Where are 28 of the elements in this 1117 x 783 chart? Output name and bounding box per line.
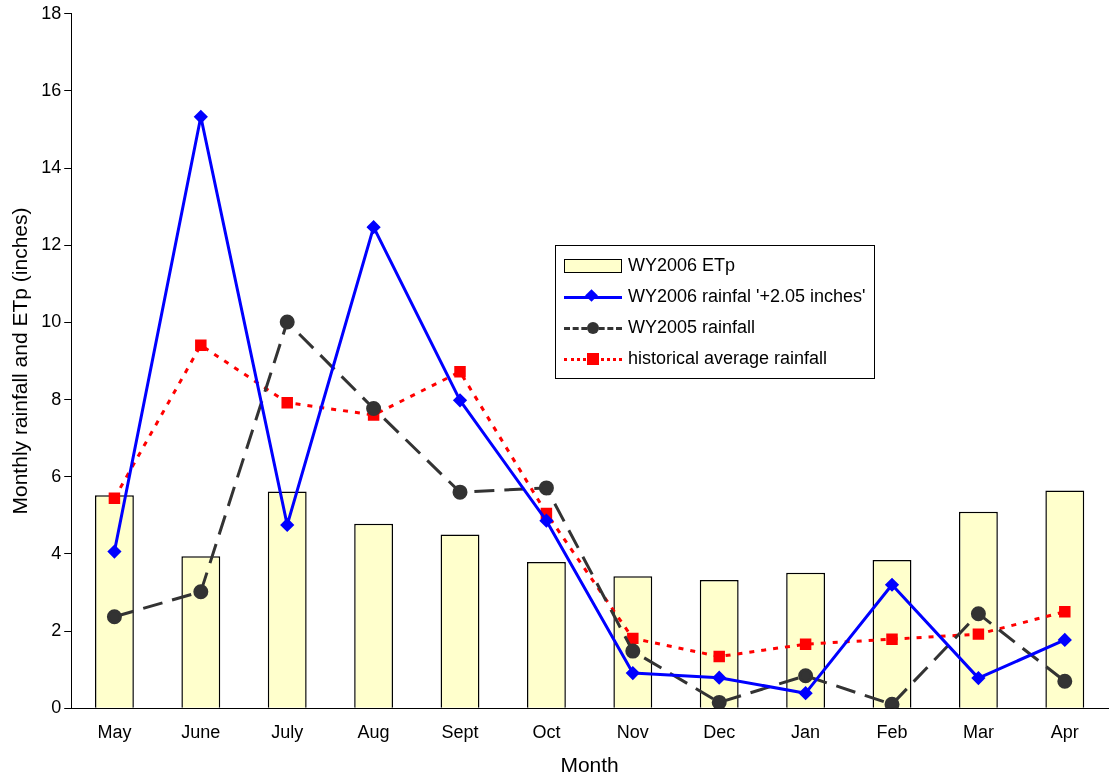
x-tick-label: Jan: [791, 721, 821, 742]
x-tick-label: Feb: [876, 721, 908, 742]
y-tick-label: 4: [51, 542, 62, 563]
y-tick-label: 0: [51, 697, 62, 718]
y-axis-title: Monthly rainfall and ETp (inches): [8, 207, 32, 515]
y-tick-label: 8: [51, 388, 62, 409]
y-tick-label: 16: [41, 79, 62, 100]
x-tick-label: July: [271, 721, 304, 742]
y-tick-label: 14: [41, 157, 62, 178]
x-tick-label: Aug: [357, 721, 390, 742]
legend-label: WY2006 ETp: [628, 255, 736, 276]
x-axis-title: Month: [560, 753, 619, 777]
y-tick-label: 6: [51, 465, 62, 486]
y-tick-label: 10: [41, 311, 62, 332]
legend-label: WY2006 rainfal '+2.05 inches': [628, 286, 866, 307]
y-tick-label: 2: [51, 620, 62, 641]
legend-label: historical average rainfall: [628, 348, 828, 369]
x-tick-label: Mar: [962, 721, 994, 742]
x-tick-label: Dec: [703, 721, 736, 742]
x-tick-label: Oct: [532, 721, 561, 742]
x-tick-label: May: [97, 721, 132, 742]
x-tick-label: Apr: [1050, 721, 1079, 742]
x-tick-label: Nov: [616, 721, 649, 742]
legend-label: WY2005 rainfall: [628, 317, 756, 338]
x-tick-label: June: [181, 721, 221, 742]
y-tick-label: 18: [41, 2, 62, 23]
x-tick-label: Sept: [441, 721, 479, 742]
y-tick-label: 12: [41, 234, 62, 255]
